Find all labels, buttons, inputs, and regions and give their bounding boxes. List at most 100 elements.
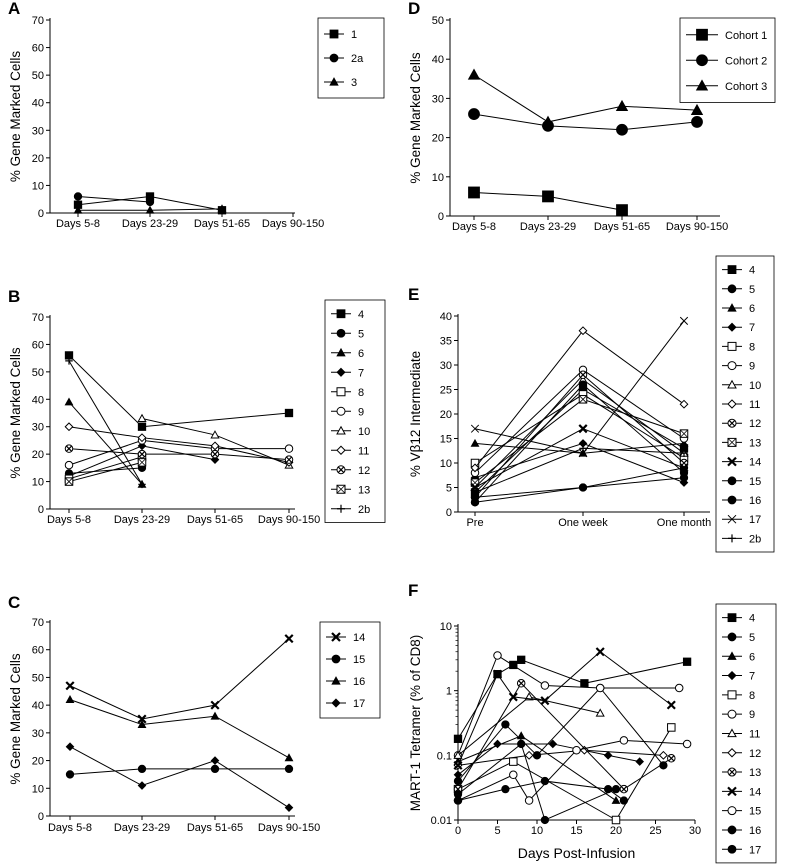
data-point xyxy=(137,433,147,443)
y-tick-label: 25 xyxy=(440,385,452,397)
legend-label: 6 xyxy=(749,651,755,663)
data-point xyxy=(284,803,294,813)
panel-letter: D xyxy=(408,0,420,18)
y-tick-label: 60 xyxy=(32,43,44,55)
y-tick-label: 30 xyxy=(32,422,44,434)
legend: 4 5 6 7 8 9 11 12 13 14 15 16 17 xyxy=(715,603,777,864)
y-tick-label: 40 xyxy=(432,54,444,66)
legend-marker xyxy=(337,504,345,513)
data-point xyxy=(516,731,526,740)
data-point xyxy=(73,205,83,214)
panel-letter: B xyxy=(8,287,20,306)
panel-letter: A xyxy=(8,0,20,18)
y-tick-label: 30 xyxy=(32,125,44,137)
legend-marker xyxy=(331,676,341,685)
panel-letter: F xyxy=(408,581,418,600)
y-axis-label: % Vβ12 Intermediate xyxy=(408,351,423,477)
y-tick-label: 15 xyxy=(440,434,452,446)
data-point xyxy=(65,357,73,365)
legend-marker xyxy=(727,748,737,758)
series-line xyxy=(457,651,672,766)
y-tick-label: 20 xyxy=(440,409,452,421)
x-tick-label: Days 5-8 xyxy=(56,218,100,230)
legend-marker xyxy=(728,534,736,543)
data-point xyxy=(501,784,510,794)
legend-marker xyxy=(727,418,737,428)
y-tick-label: 40 xyxy=(32,98,44,110)
data-point xyxy=(611,815,621,825)
series-line xyxy=(474,388,685,493)
data-point xyxy=(540,696,550,706)
series-line xyxy=(68,360,143,485)
y-tick-label: 70 xyxy=(32,15,44,27)
data-point xyxy=(541,115,555,127)
series-line xyxy=(69,768,289,775)
legend-marker xyxy=(727,399,737,409)
data-point xyxy=(138,480,146,489)
series-line xyxy=(457,749,664,766)
x-tick-label: Days 51-65 xyxy=(187,822,243,834)
y-tick-label: 10 xyxy=(32,783,44,795)
data-point xyxy=(210,764,220,774)
panel-d: D 0 10 20 30 40 50 % Gene Marked Cells Days 5-8 D… xyxy=(408,0,776,233)
legend-label: 12 xyxy=(749,748,761,760)
y-tick-label: 40 xyxy=(440,311,452,323)
x-tick-label: One month xyxy=(657,517,711,529)
data-point xyxy=(137,781,147,790)
data-point xyxy=(517,655,526,664)
legend-marker xyxy=(329,29,339,39)
legend-label: 4 xyxy=(749,613,755,625)
y-tick-label: 1 xyxy=(446,686,452,698)
legend-marker xyxy=(695,79,709,91)
x-tick-label: 10 xyxy=(531,825,543,837)
y-tick-label: 10 xyxy=(432,172,444,184)
data-point xyxy=(137,714,147,724)
panel-b: B 0 10 20 30 40 50 60 70 % Gene Marked Cells Days … xyxy=(8,287,386,526)
data-point xyxy=(548,739,558,749)
legend-label: 17 xyxy=(749,844,761,856)
data-point xyxy=(658,750,668,760)
data-point xyxy=(615,99,629,112)
legend-label: 16 xyxy=(749,495,761,507)
series-line xyxy=(457,727,672,821)
series-line xyxy=(68,439,289,466)
series-11 xyxy=(470,326,689,473)
legend-marker xyxy=(727,806,737,816)
legend-label: Cohort 1 xyxy=(725,30,767,42)
series-Cohort 3 xyxy=(467,68,704,127)
legend-marker xyxy=(727,786,737,797)
series-line xyxy=(69,638,290,720)
legend-marker xyxy=(727,728,737,738)
data-point xyxy=(501,720,510,729)
series-line xyxy=(68,456,143,480)
legend-label: 14 xyxy=(353,632,365,644)
data-point xyxy=(542,190,554,203)
legend-label: 4 xyxy=(749,265,755,277)
legend-label: 15 xyxy=(749,476,761,488)
x-tick-label: Pre xyxy=(466,517,483,529)
data-point xyxy=(667,723,676,732)
y-tick-label: 35 xyxy=(440,336,452,348)
legend-label: 12 xyxy=(358,465,370,477)
series-13 xyxy=(470,395,689,487)
legend-marker xyxy=(727,437,737,447)
series-14 xyxy=(65,634,294,724)
data-point xyxy=(682,739,692,749)
data-point xyxy=(284,455,294,464)
data-point xyxy=(492,669,503,679)
x-tick-label: One week xyxy=(558,517,608,529)
x-tick-label: Days 5-8 xyxy=(47,514,91,526)
data-point xyxy=(580,679,589,688)
legend-label: 11 xyxy=(749,728,760,740)
data-point xyxy=(578,370,588,380)
legend-label: 8 xyxy=(358,387,364,399)
panel-a: A 0 10 20 30 40 50 60 70 % Gene Marked Cells Days … xyxy=(8,0,385,230)
series-17 xyxy=(470,316,689,458)
data-point xyxy=(493,651,502,660)
legend-label: 6 xyxy=(358,348,364,360)
y-axis-label: % Gene Marked Cells xyxy=(408,52,423,184)
data-point xyxy=(595,708,605,717)
y-tick-label: 10 xyxy=(440,458,452,470)
legend-label: 7 xyxy=(358,367,364,379)
series-2a xyxy=(73,192,155,207)
